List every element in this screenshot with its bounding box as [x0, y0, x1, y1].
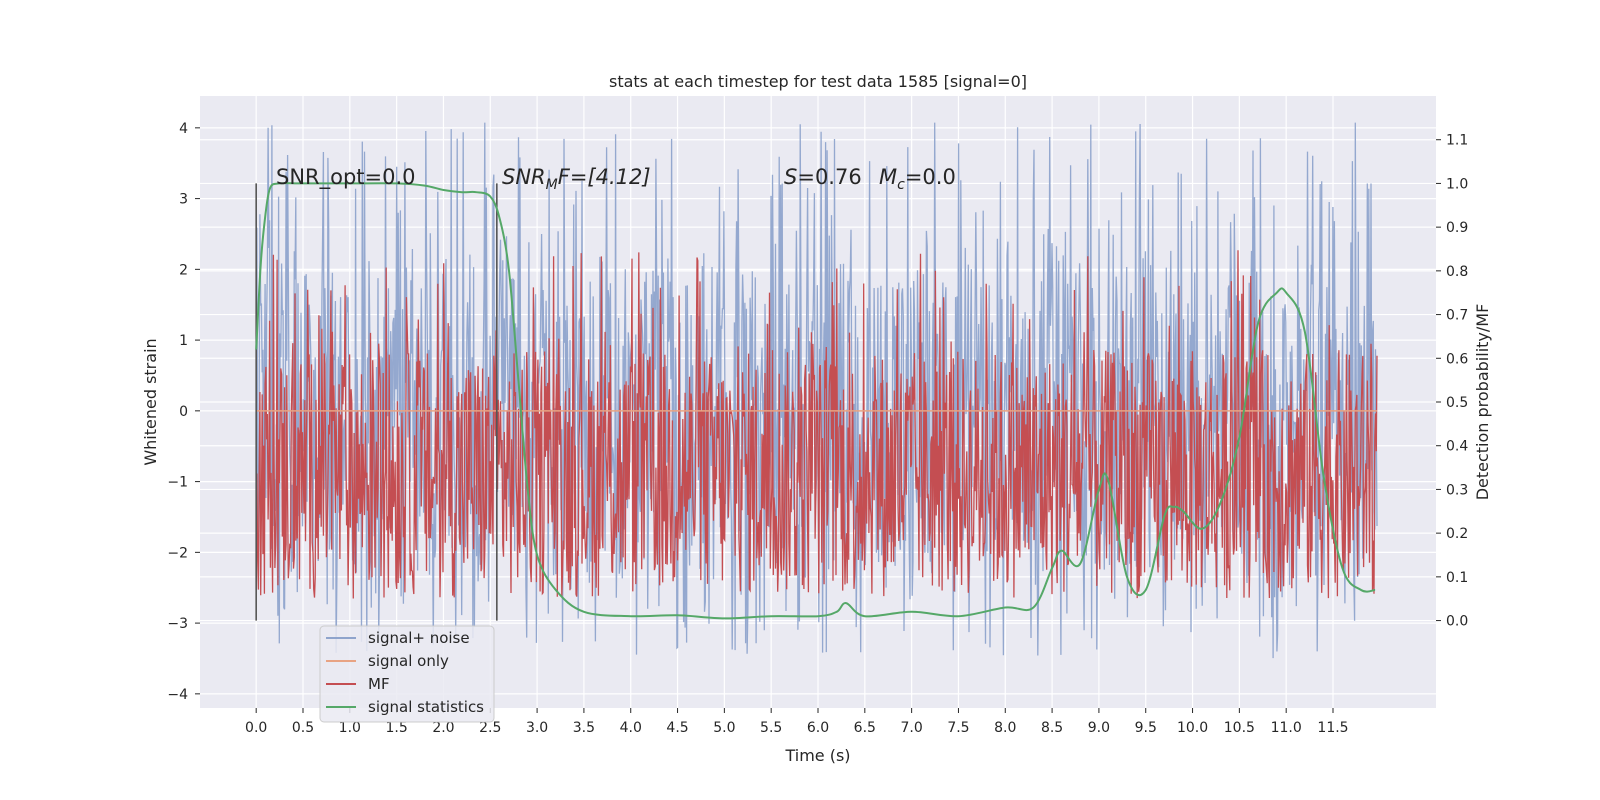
x-tick-label: 0.5 — [292, 720, 314, 736]
left-y-axis-label: Whitened strain — [141, 338, 160, 465]
right-y-tick-label: 0.7 — [1446, 308, 1468, 324]
right-y-tick-label: 1.0 — [1446, 176, 1468, 192]
legend: signal+ noise signal only MF signal stat… — [319, 625, 495, 723]
x-tick-label: 11.0 — [1271, 720, 1302, 736]
annotation-snr-mf-value: F=[4.12] — [558, 165, 651, 189]
right-y-tick-label: 0.5 — [1446, 395, 1468, 411]
x-axis-ticks: 0.0 0.5 1.0 1.5 2.0 2.5 3.0 3.5 4.0 4.5 5.0 5.5 6.0 6… — [245, 708, 1349, 736]
x-tick-label: 7.0 — [901, 720, 923, 736]
left-axis-ticks: −4 −3 −2 −1 0 1 2 3 4 — [167, 121, 200, 703]
series-mf — [255, 250, 1378, 599]
legend-label-signal-noise: signal+ noise — [368, 629, 470, 647]
x-tick-label: 9.0 — [1088, 720, 1110, 736]
legend-label-signal-statistics: signal statistics — [368, 698, 484, 716]
legend-label-signal-only: signal only — [368, 652, 449, 670]
x-tick-label: 7.5 — [947, 720, 969, 736]
annotation-s: S=0.76 — [784, 165, 862, 189]
x-tick-label: 10.5 — [1224, 720, 1255, 736]
right-y-axis-label: Detection probability/MF — [1473, 304, 1492, 501]
left-y-tick-label: 3 — [179, 192, 188, 208]
left-y-tick-label: 4 — [179, 121, 188, 137]
right-axis-ticks: 0.0 0.1 0.2 0.3 0.4 0.5 0.6 0.7 0.8 0.9 1.0 1.1 — [1436, 133, 1468, 630]
x-tick-label: 3.5 — [573, 720, 595, 736]
signal-statistics-line — [255, 182, 1376, 620]
left-y-tick-label: 0 — [179, 404, 188, 420]
mf-line — [255, 250, 1378, 599]
x-tick-label: 2.5 — [479, 720, 501, 736]
right-y-tick-label: 0.2 — [1446, 526, 1468, 542]
legend-box — [319, 625, 495, 723]
right-y-tick-label: 0.1 — [1446, 570, 1468, 586]
left-y-tick-label: −4 — [167, 687, 188, 703]
annotation-snr-mf-sub: M — [546, 177, 558, 193]
annotation-snr-opt: SNR_opt=0.0 — [276, 165, 416, 190]
right-y-tick-label: 0.0 — [1446, 614, 1468, 630]
x-tick-label: 1.5 — [386, 720, 408, 736]
annotation-s-label: S — [784, 165, 797, 189]
annotation-mc-label: M — [879, 165, 897, 189]
right-y-tick-label: 0.6 — [1446, 351, 1468, 367]
x-tick-label: 4.5 — [666, 720, 688, 736]
x-tick-label: 5.0 — [713, 720, 735, 736]
x-tick-label: 3.0 — [526, 720, 548, 736]
x-tick-label: 6.5 — [854, 720, 876, 736]
chart-title: stats at each timestep for test data 158… — [609, 72, 1027, 91]
annotation-snr-mf-main: SNR — [502, 165, 546, 189]
right-y-tick-label: 1.1 — [1446, 133, 1468, 149]
x-tick-label: 9.5 — [1135, 720, 1157, 736]
annotation-mc-value: =0.0 — [905, 165, 956, 189]
x-tick-label: 2.0 — [432, 720, 454, 736]
x-tick-label: 8.5 — [1041, 720, 1063, 736]
annotation-s-value: =0.76 — [797, 165, 861, 189]
series-signal-statistics — [255, 182, 1376, 620]
vertical-markers — [255, 183, 498, 621]
left-y-tick-label: 1 — [179, 333, 188, 349]
annotation-snr-mf: SNRMF=[4.12] — [502, 165, 651, 193]
x-tick-label: 8.0 — [994, 720, 1016, 736]
left-y-tick-label: −3 — [167, 616, 188, 632]
right-y-tick-label: 0.9 — [1446, 220, 1468, 236]
x-tick-label: 10.0 — [1177, 720, 1208, 736]
x-axis-label: Time (s) — [784, 746, 850, 765]
left-y-tick-label: −2 — [167, 545, 188, 561]
annotation-mc: Mc=0.0 — [879, 165, 956, 193]
legend-label-mf: MF — [368, 675, 390, 693]
right-y-tick-label: 0.8 — [1446, 264, 1468, 280]
x-tick-label: 5.5 — [760, 720, 782, 736]
x-tick-label: 0.0 — [245, 720, 267, 736]
annotation-mc-sub: c — [897, 177, 905, 193]
x-tick-label: 4.0 — [620, 720, 642, 736]
left-y-tick-label: −1 — [167, 475, 188, 491]
x-tick-label: 6.0 — [807, 720, 829, 736]
right-y-tick-label: 0.3 — [1446, 482, 1468, 498]
x-tick-label: 1.0 — [339, 720, 361, 736]
left-y-tick-label: 2 — [179, 262, 188, 278]
right-y-tick-label: 0.4 — [1446, 439, 1468, 455]
x-tick-label: 11.5 — [1317, 720, 1348, 736]
